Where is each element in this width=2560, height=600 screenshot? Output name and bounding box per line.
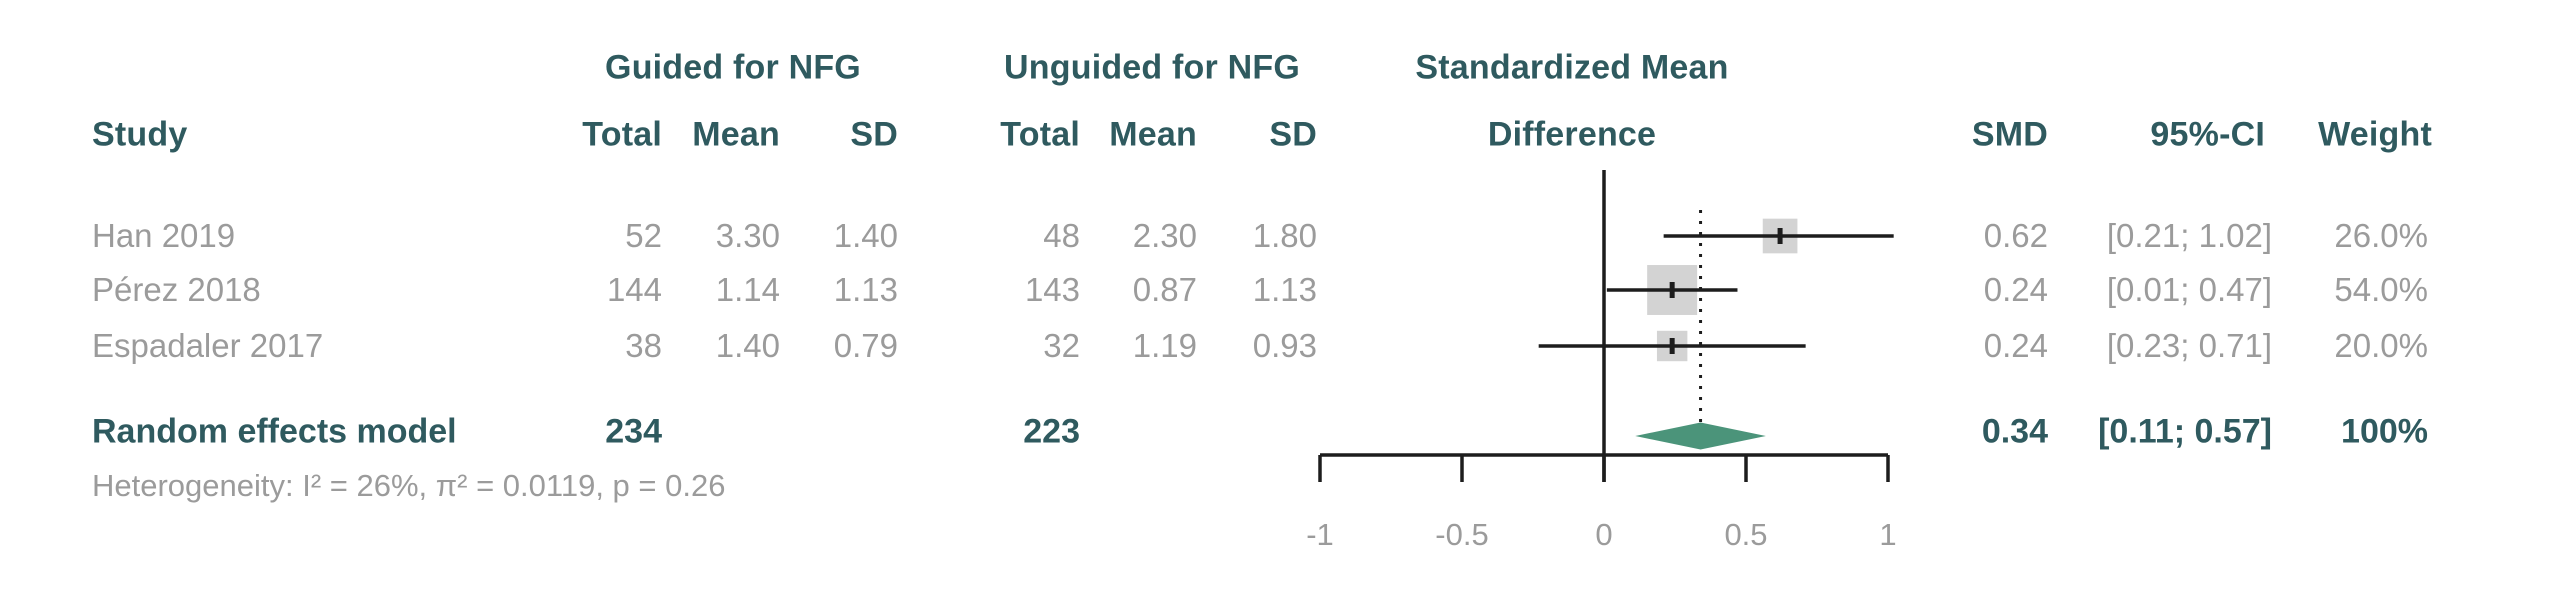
x-axis-tick-label: 0 xyxy=(1595,517,1612,552)
smd-value: 0.24 xyxy=(1983,327,2048,364)
x-axis-tick-label: 1 xyxy=(1879,517,1896,552)
guided-total: 38 xyxy=(625,327,662,364)
unguided-total: 32 xyxy=(1043,327,1080,364)
group-header-unguided: Unguided for NFG xyxy=(1004,48,1300,87)
unguided-mean: 0.87 xyxy=(1132,271,1197,308)
unguided-total: 143 xyxy=(1024,271,1080,308)
guided-sd: 1.40 xyxy=(833,217,898,254)
guided-sd: 0.79 xyxy=(833,327,898,364)
summary-label: Random effects model xyxy=(92,412,457,451)
study-name: Pérez 2018 xyxy=(92,271,261,308)
unguided-mean: 2.30 xyxy=(1132,217,1197,254)
smd-value: 0.62 xyxy=(1983,217,2048,254)
unguided-mean: 1.19 xyxy=(1132,327,1197,364)
unguided-total: 48 xyxy=(1043,217,1080,254)
col-header-u-total: Total xyxy=(1000,115,1080,154)
summary-ci: [0.11; 0.57] xyxy=(2098,412,2272,451)
study-point-marker xyxy=(1669,282,1675,298)
col-header-g-total: Total xyxy=(582,115,662,154)
guided-mean: 3.30 xyxy=(715,217,780,254)
unguided-sd: 1.13 xyxy=(1252,271,1317,308)
smd-value: 0.24 xyxy=(1983,271,2048,308)
study-name: Espadaler 2017 xyxy=(92,327,324,364)
study-point-marker xyxy=(1669,338,1675,354)
unguided-sd: 1.80 xyxy=(1252,217,1317,254)
col-header-g-mean: Mean xyxy=(692,115,780,154)
weight-value: 54.0% xyxy=(2334,271,2428,308)
guided-sd: 1.13 xyxy=(833,271,898,308)
col-header-ci: 95%-CI xyxy=(2150,115,2265,154)
study-point-marker xyxy=(1777,228,1783,244)
study-name: Han 2019 xyxy=(92,217,236,254)
x-axis-tick-label: -1 xyxy=(1306,517,1334,552)
weight-value: 20.0% xyxy=(2334,327,2428,364)
ci-value: [0.01; 0.47] xyxy=(2106,271,2272,308)
guided-mean: 1.14 xyxy=(715,271,780,308)
group-header-guided: Guided for NFG xyxy=(605,48,861,87)
forest-plot-canvas: -1 -0.5 0 0.5 1 xyxy=(1306,170,1897,552)
summary-weight: 100% xyxy=(2341,412,2428,451)
summary-smd: 0.34 xyxy=(1981,412,2048,451)
col-header-g-sd: SD xyxy=(850,115,898,154)
summary-guided-total: 234 xyxy=(605,412,662,451)
group-header-smd-line1: Standardized Mean xyxy=(1415,48,1729,87)
pooled-diamond xyxy=(1635,422,1766,450)
col-header-u-sd: SD xyxy=(1269,115,1317,154)
col-header-u-mean: Mean xyxy=(1109,115,1197,154)
ci-value: [0.23; 0.71] xyxy=(2106,327,2272,364)
group-header-smd-line2: Difference xyxy=(1487,115,1657,154)
guided-mean: 1.40 xyxy=(715,327,780,364)
guided-total: 52 xyxy=(625,217,662,254)
weight-value: 26.0% xyxy=(2334,217,2428,254)
unguided-sd: 0.93 xyxy=(1252,327,1317,364)
x-axis-tick-label: 0.5 xyxy=(1724,517,1767,552)
col-header-study: Study xyxy=(92,115,188,154)
ci-value: [0.21; 1.02] xyxy=(2106,217,2272,254)
x-axis-tick-label: -0.5 xyxy=(1435,517,1488,552)
heterogeneity-note: Heterogeneity: I² = 26%, π² = 0.0119, p … xyxy=(92,468,726,503)
guided-total: 144 xyxy=(606,271,662,308)
summary-unguided-total: 223 xyxy=(1023,412,1080,451)
col-header-smd: SMD xyxy=(1971,115,2048,154)
col-header-weight: Weight xyxy=(2318,115,2432,154)
